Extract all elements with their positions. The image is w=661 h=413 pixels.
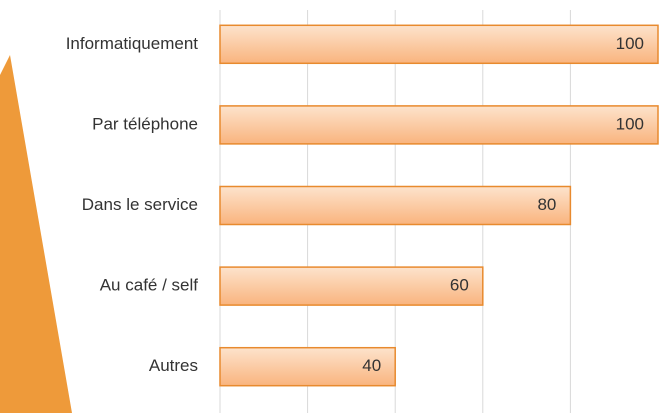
data-label: 40 [362,356,381,375]
y-tick-label: Informatiquement [66,34,199,53]
bar [219,346,396,387]
bar [219,185,572,226]
bar [219,105,659,145]
y-tick-label: Au café / self [100,276,199,295]
bar [219,24,659,65]
y-tick-label: Dans le service [82,195,198,214]
decorative-wedge [0,55,72,413]
data-label: 80 [537,195,556,214]
y-tick-label: Autres [149,356,198,375]
y-tick-label: Par téléphone [92,114,198,133]
data-label: 100 [616,114,644,133]
data-label: 60 [450,276,469,295]
data-label: 100 [616,34,644,53]
bar [219,266,484,306]
